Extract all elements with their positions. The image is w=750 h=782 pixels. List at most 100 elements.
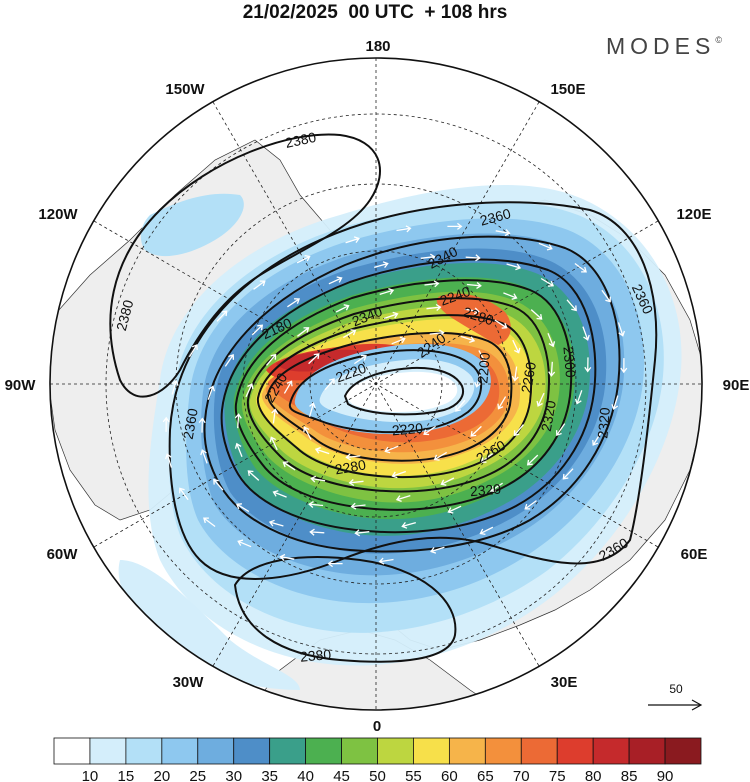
wind-arrow	[430, 546, 445, 554]
wind-arrow	[566, 299, 577, 312]
colorbar-tick-label: 30	[225, 768, 242, 782]
colorbar-swatch	[305, 737, 342, 765]
lon-label-30w: 30W	[173, 674, 205, 691]
contour-2240	[266, 331, 513, 462]
wind-arrow	[374, 261, 389, 269]
wind-arrow	[513, 424, 524, 437]
colorbar-tick-label: 45	[333, 768, 350, 782]
wind-arrow	[465, 254, 481, 262]
wind-arrow	[383, 311, 399, 320]
lon-label-60e: 60E	[681, 546, 708, 563]
colorbar-swatch	[89, 737, 127, 765]
meridian-120-300	[93, 220, 659, 548]
wind-arrow	[455, 399, 466, 412]
wind-arrow	[345, 236, 360, 244]
longitude-labels: 180 150E 120E 90E 60E 30E 0 30W 60W 90W …	[5, 38, 750, 735]
wind-arrow	[526, 454, 539, 466]
wind-arrow	[268, 519, 284, 527]
wind-arrow	[335, 304, 350, 313]
lon-label-120e: 120E	[676, 206, 711, 223]
wind-arrow	[354, 529, 370, 537]
contour-2300	[234, 279, 573, 511]
wind-arrow	[547, 332, 556, 348]
wind-arrow	[540, 277, 555, 287]
colorbar-tick-label: 90	[657, 768, 674, 782]
wind-arrow	[272, 490, 287, 498]
wind-arrow	[524, 500, 537, 510]
contour-label: 2320	[594, 406, 613, 439]
colorbar-swatch	[448, 737, 486, 765]
wind-arrow	[164, 453, 173, 468]
wind-arrow	[582, 326, 590, 341]
wind-arrow	[391, 336, 406, 345]
wind-arrow	[426, 303, 442, 311]
colorbar-swatch	[161, 737, 199, 765]
contour-2380-south	[233, 556, 457, 663]
map-title: 21/02/2025 00 UTC + 108 hrs	[242, 2, 508, 23]
wind-arrow	[379, 287, 395, 296]
colorbar-swatch	[125, 737, 163, 765]
shade-patch-bottomleft	[118, 560, 300, 690]
wind-arrow	[401, 521, 416, 529]
lon-label-90e: 90E	[723, 377, 750, 394]
brand-logo: MODES©	[606, 33, 722, 60]
wind-reference-label: 50	[669, 682, 683, 696]
colorbar-tick-label: 50	[369, 768, 386, 782]
wind-arrow	[495, 229, 511, 237]
wind-arrow	[611, 395, 619, 411]
wind-arrow	[253, 280, 266, 290]
contour-2260	[256, 314, 533, 479]
colorbar-tick-label: 35	[261, 768, 278, 782]
contour-label: 2320	[469, 481, 502, 500]
colorbar-tick-label: 80	[585, 768, 602, 782]
wind-arrow	[489, 482, 503, 492]
contour-label: 2360	[180, 407, 201, 441]
wind-arrow	[420, 253, 436, 261]
colorbar-swatch	[197, 737, 235, 765]
wind-arrow	[235, 503, 250, 513]
wind-arrow	[617, 322, 626, 337]
wind-arrow	[297, 327, 310, 337]
wind-arrow	[287, 298, 301, 308]
wind-arrow	[378, 557, 394, 565]
wind-arrow	[309, 528, 325, 536]
shade-75b	[436, 293, 511, 345]
map-disc: 2380 2380 2380 2360 2360 2360 2340 2340 …	[50, 58, 702, 710]
wind-arrow	[480, 453, 493, 463]
wind-arrow	[296, 254, 311, 264]
wind-arrow	[447, 505, 462, 514]
wind-arrow	[512, 339, 521, 354]
wind-arrow	[200, 449, 208, 464]
wind-arrow	[350, 502, 366, 510]
colorbar-tick-label: 55	[405, 768, 422, 782]
wind-arrow	[308, 501, 324, 508]
wind-arrow	[479, 526, 494, 536]
wind-arrow	[279, 553, 295, 561]
contour-label: 2280	[334, 456, 368, 477]
colorbar-swatch	[269, 737, 307, 765]
contour-label: 2320	[538, 399, 559, 433]
wind-arrows	[162, 222, 628, 568]
wind-reference-arrowhead	[691, 699, 703, 711]
wind-arrow	[601, 289, 611, 303]
wind-arrow	[283, 380, 293, 394]
contour-label: 2380	[284, 129, 318, 151]
wind-arrow	[245, 383, 254, 398]
wind-arrow	[536, 392, 545, 407]
wind-arrow	[497, 396, 507, 410]
wind-arrow	[396, 225, 412, 233]
contour-2380-north	[109, 133, 381, 398]
brand-name: MODES	[606, 33, 716, 59]
contour-2320	[220, 258, 597, 534]
map-border	[49, 57, 703, 711]
wind-arrow	[494, 319, 508, 329]
contour-label: 2260	[518, 360, 539, 394]
wind-arrow	[251, 324, 264, 336]
colorbar-swatch	[413, 737, 450, 765]
wind-arrow	[269, 436, 278, 451]
wind-arrow	[464, 307, 480, 315]
wind-arrow	[424, 280, 440, 288]
wind-arrow	[348, 479, 364, 487]
wind-arrow	[247, 470, 260, 481]
wind-arrow	[592, 432, 602, 446]
